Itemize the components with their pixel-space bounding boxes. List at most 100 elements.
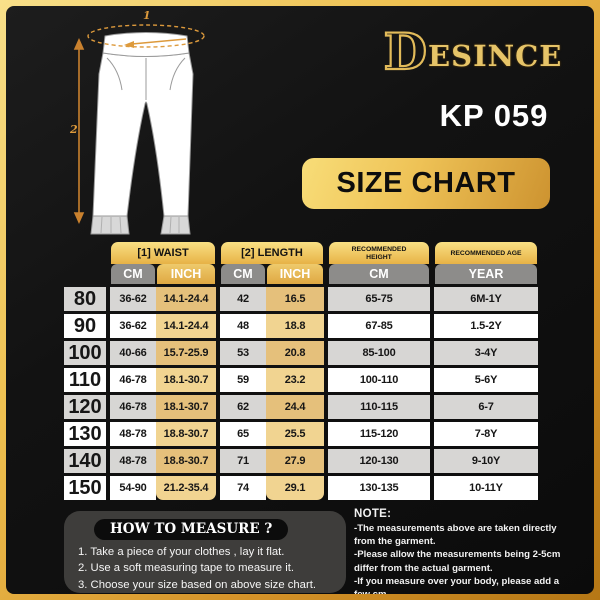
size-cell: 120 xyxy=(64,395,106,419)
height-cm-cell: 85-100 xyxy=(328,341,430,365)
subheader-length-cm: CM xyxy=(221,264,265,284)
height-cm-cell: 115-120 xyxy=(328,422,430,446)
waist-cm-cell: 46-78 xyxy=(110,395,156,419)
age-cell: 6M-1Y xyxy=(434,287,538,311)
measure-step: 3. Choose your size based on above size … xyxy=(78,578,317,591)
subheader-waist-cm: CM xyxy=(111,264,155,284)
waist-cm-cell: 54-90 xyxy=(110,476,156,500)
length-cm-cell: 71 xyxy=(220,449,266,473)
how-to-measure-steps: 1. Take a piece of your clothes , lay it… xyxy=(78,544,334,593)
pants-cuffs xyxy=(90,215,191,235)
table-row: 90 36-62 14.1-24.4 48 18.8 67-85 1.5-2Y xyxy=(64,314,538,338)
length-marker-label: 2 xyxy=(69,123,78,136)
table-group-header-row: [1] WAIST [2] LENGTH RECOMMENDED HEIGHT … xyxy=(64,242,538,264)
subheader-height-cm: CM xyxy=(329,264,429,284)
measure-step: 1. Take a piece of your clothes , lay it… xyxy=(78,546,285,558)
waist-cm-cell: 48-78 xyxy=(110,422,156,446)
length-inch-cell: 29.1 xyxy=(266,476,324,500)
height-cm-cell: 100-110 xyxy=(328,368,430,392)
brand-logo: D ESINCE xyxy=(383,22,563,81)
waist-inch-cell: 18.1-30.7 xyxy=(156,368,216,392)
length-inch-cell: 24.4 xyxy=(266,395,324,419)
age-cell: 6-7 xyxy=(434,395,538,419)
note-item: -Please allow the measurements being 2-5… xyxy=(354,549,561,574)
waist-inch-cell: 18.1-30.7 xyxy=(156,395,216,419)
note-items: -The measurements above are taken direct… xyxy=(354,522,566,594)
age-cell: 1.5-2Y xyxy=(434,314,538,338)
size-cell: 150 xyxy=(64,476,106,500)
length-inch-cell: 20.8 xyxy=(266,341,324,365)
subheader-waist-inch: INCH xyxy=(157,264,215,284)
size-cell: 130 xyxy=(64,422,106,446)
note-item: -The measurements above are taken direct… xyxy=(354,523,557,548)
waist-marker-label: 1 xyxy=(143,9,151,22)
age-cell: 3-4Y xyxy=(434,341,538,365)
length-cm-cell: 74 xyxy=(220,476,266,500)
waist-cm-cell: 36-62 xyxy=(110,314,156,338)
waist-cm-cell: 48-78 xyxy=(110,449,156,473)
height-cm-cell: 120-130 xyxy=(328,449,430,473)
note-section: NOTE: -The measurements above are taken … xyxy=(354,508,566,594)
table-subheader-row: CM INCH CM INCH CM YEAR xyxy=(64,264,538,284)
size-cell: 110 xyxy=(64,368,106,392)
poster-background: 2 xyxy=(6,6,594,594)
subheader-length-inch: INCH xyxy=(267,264,323,284)
pants-diagram: 2 xyxy=(69,9,205,235)
age-cell: 9-10Y xyxy=(434,449,538,473)
waist-cm-cell: 40-66 xyxy=(110,341,156,365)
age-cell: 5-6Y xyxy=(434,368,538,392)
length-cm-cell: 48 xyxy=(220,314,266,338)
product-code: KP 059 xyxy=(439,98,549,133)
length-inch-cell: 25.5 xyxy=(266,422,324,446)
age-cell: 7-8Y xyxy=(434,422,538,446)
note-item: -If you measure over your body, please a… xyxy=(354,575,560,594)
table-row: 110 46-78 18.1-30.7 59 23.2 100-110 5-6Y xyxy=(64,368,538,392)
height-cm-cell: 67-85 xyxy=(328,314,430,338)
brand-logo-d: D xyxy=(383,22,429,81)
subheader-age-year: YEAR xyxy=(435,264,537,284)
length-cm-cell: 65 xyxy=(220,422,266,446)
table-row: 80 36-62 14.1-24.4 42 16.5 65-75 6M-1Y xyxy=(64,287,538,311)
size-cell: 100 xyxy=(64,341,106,365)
waist-inch-cell: 18.8-30.7 xyxy=(156,449,216,473)
waist-inch-cell: 18.8-30.7 xyxy=(156,422,216,446)
column-group-waist: [1] WAIST xyxy=(111,242,215,264)
waist-inch-cell: 21.2-35.4 xyxy=(156,476,216,500)
age-cell: 10-11Y xyxy=(434,476,538,500)
size-cell: 140 xyxy=(64,449,106,473)
pants-outline xyxy=(92,32,194,217)
measure-step: 2. Use a soft measuring tape to measure … xyxy=(78,562,295,575)
how-to-measure-box: HOW TO MEASURE ? 1. Take a piece of your… xyxy=(64,511,346,593)
column-group-length: [2] LENGTH xyxy=(221,242,323,264)
length-cm-cell: 42 xyxy=(220,287,266,311)
length-inch-cell: 23.2 xyxy=(266,368,324,392)
brand-logo-text: ESINCE xyxy=(428,39,563,73)
height-cm-cell: 130-135 xyxy=(328,476,430,500)
waist-inch-cell: 14.1-24.4 xyxy=(156,314,216,338)
column-group-recommended-age: RECOMMENDED AGE xyxy=(435,242,537,264)
length-measure-arrow xyxy=(73,38,85,224)
length-cm-cell: 53 xyxy=(220,341,266,365)
note-title: NOTE: xyxy=(354,508,392,520)
length-inch-cell: 18.8 xyxy=(266,314,324,338)
table-row: 100 40-66 15.7-25.9 53 20.8 85-100 3-4Y xyxy=(64,341,538,365)
column-group-recommended-height: RECOMMENDED HEIGHT xyxy=(329,242,429,264)
length-cm-cell: 59 xyxy=(220,368,266,392)
height-cm-cell: 110-115 xyxy=(328,395,430,419)
height-cm-cell: 65-75 xyxy=(328,287,430,311)
table-row: 130 48-78 18.8-30.7 65 25.5 115-120 7-8Y xyxy=(64,422,538,446)
size-chart-banner: SIZE CHART xyxy=(302,158,550,209)
size-cell: 90 xyxy=(64,314,106,338)
table-row: 150 54-90 21.2-35.4 74 29.1 130-135 10-1… xyxy=(64,476,538,500)
how-to-measure-title: HOW TO MEASURE ? xyxy=(94,519,289,540)
size-table: [1] WAIST [2] LENGTH RECOMMENDED HEIGHT … xyxy=(64,242,538,500)
waist-cm-cell: 46-78 xyxy=(110,368,156,392)
waist-measure-ellipse xyxy=(87,24,205,48)
waist-cm-cell: 36-62 xyxy=(110,287,156,311)
waist-inch-cell: 14.1-24.4 xyxy=(156,287,216,311)
length-cm-cell: 62 xyxy=(220,395,266,419)
length-inch-cell: 27.9 xyxy=(266,449,324,473)
table-row: 120 46-78 18.1-30.7 62 24.4 110-115 6-7 xyxy=(64,395,538,419)
length-inch-cell: 16.5 xyxy=(266,287,324,311)
